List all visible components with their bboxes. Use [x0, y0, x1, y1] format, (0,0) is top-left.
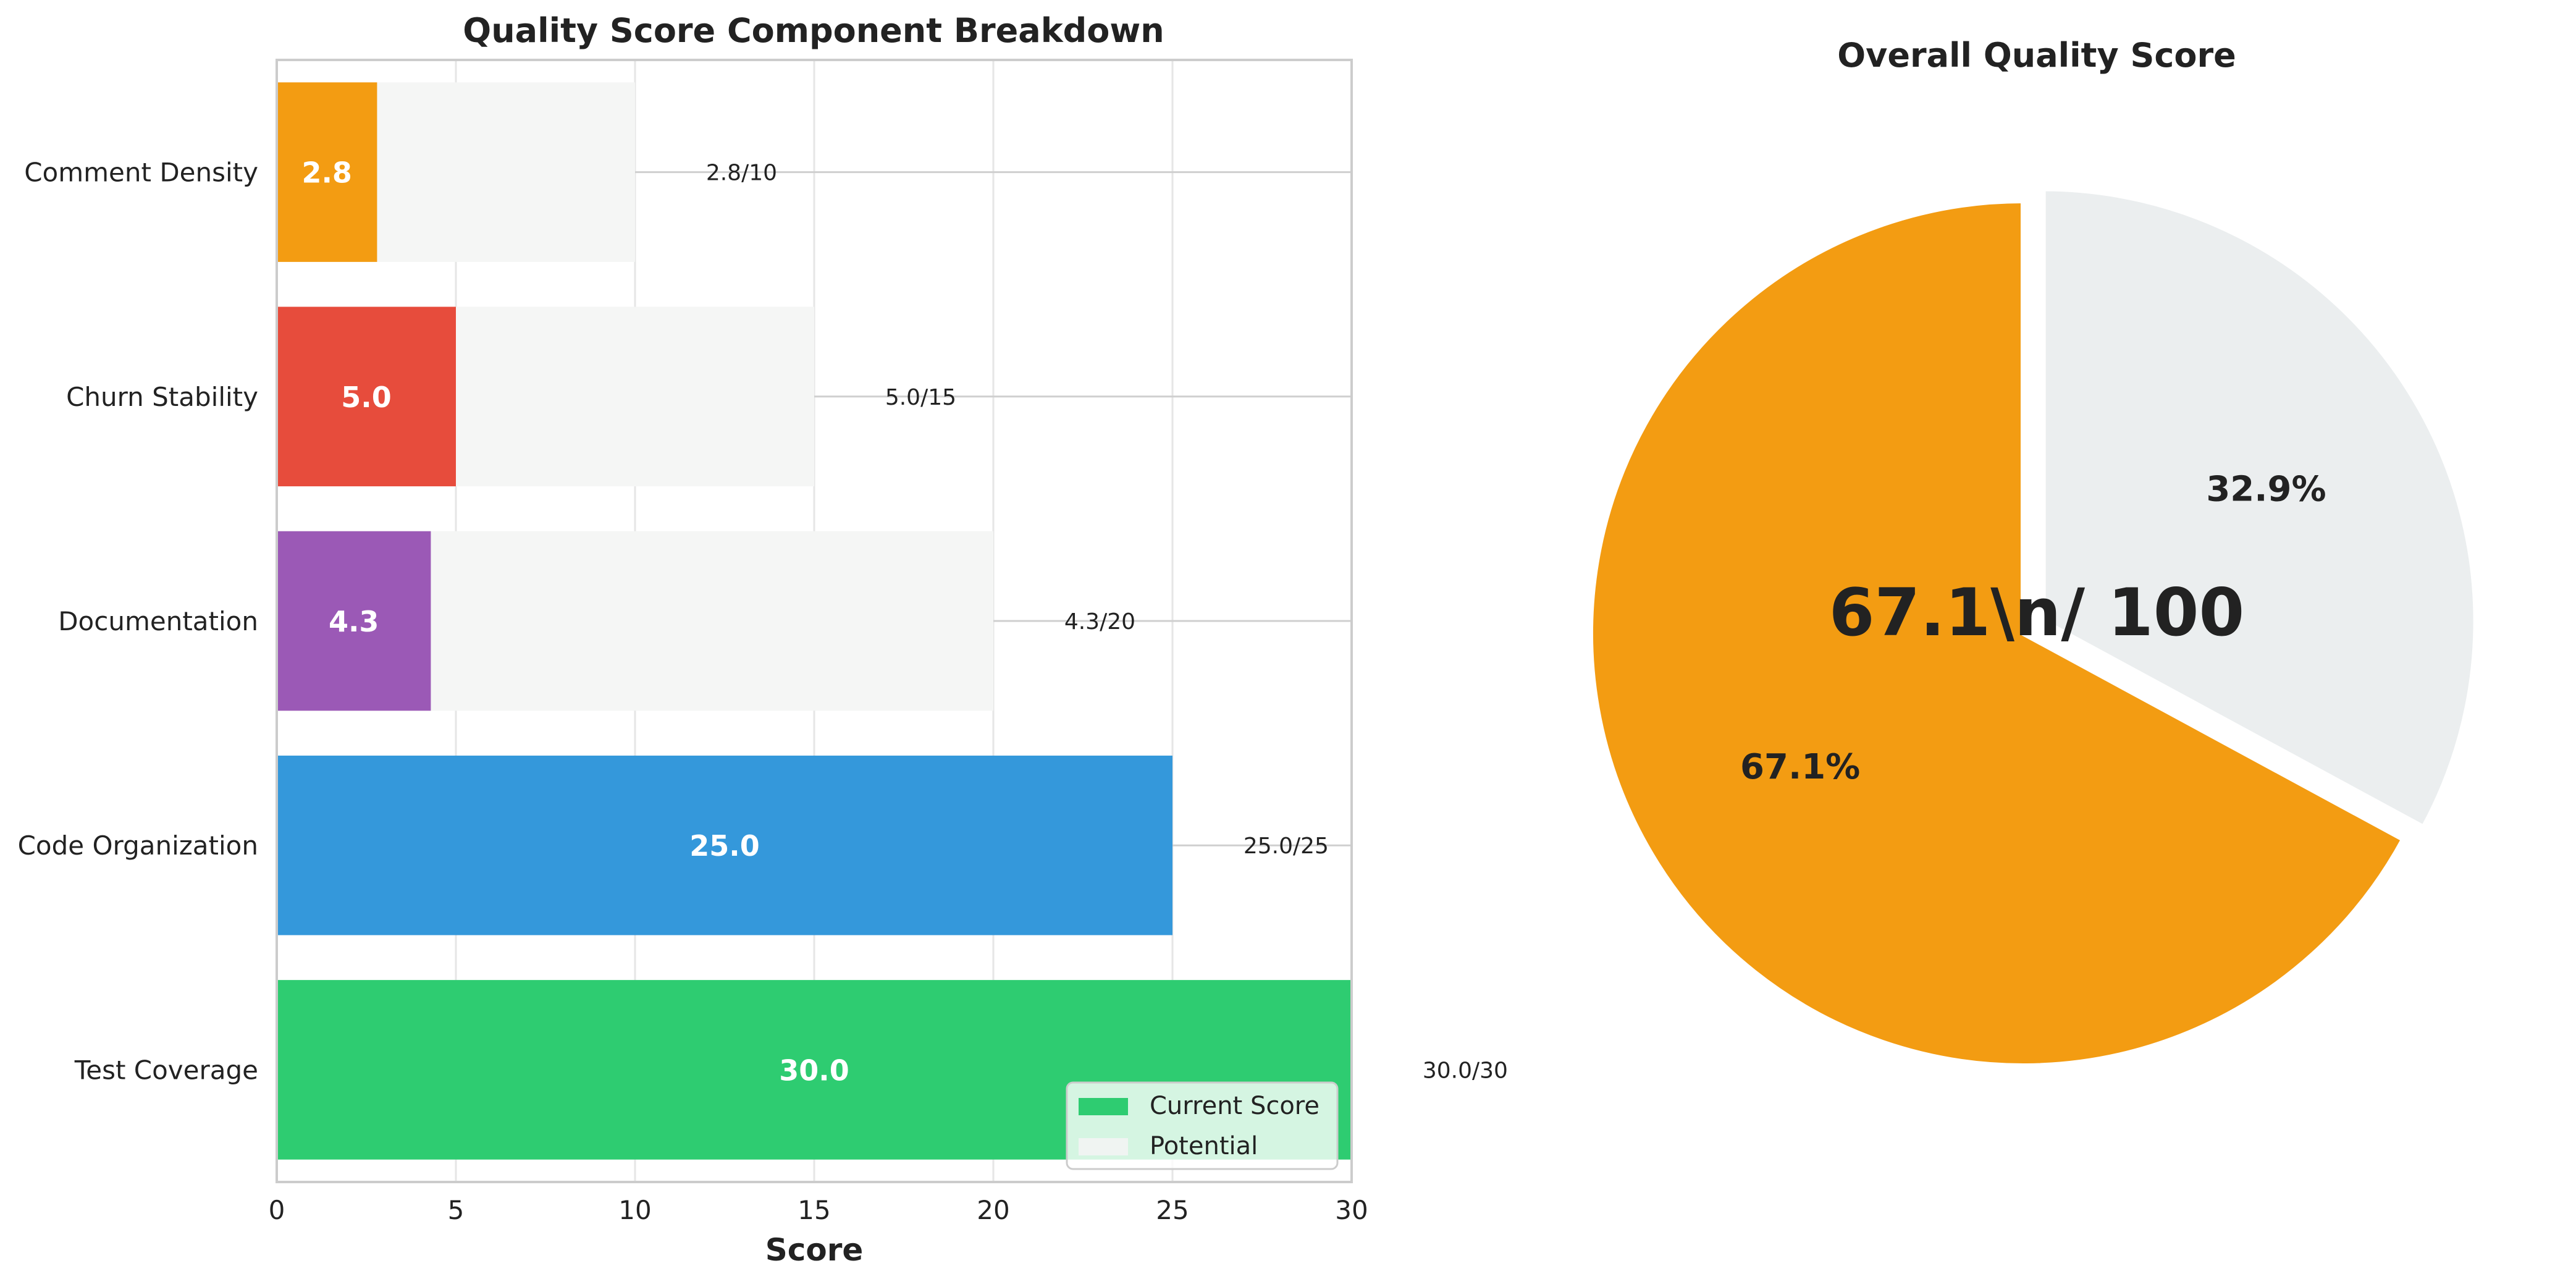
y-tick-label-test-coverage: Test Coverage: [74, 1055, 258, 1085]
pie-percent-labels: 67.1% 32.9%: [1740, 470, 2326, 787]
bar-chart: Quality Score Component Breakdown 2.8 5.0…: [18, 11, 1508, 1268]
x-tick-label: 25: [1156, 1195, 1189, 1225]
plot-frame: [276, 59, 1353, 1183]
y-tick-label-churn-stability: Churn Stability: [66, 382, 258, 412]
pie-chart-title: Overall Quality Score: [1837, 36, 2236, 75]
y-tick-label-comment-density: Comment Density: [24, 158, 258, 188]
current-bars: [277, 82, 1352, 1160]
pie-chart: Overall Quality Score 67.1% 32.9% 67.1\n/…: [1588, 36, 2478, 1068]
pie-percent-label-score: 67.1%: [1740, 747, 1860, 787]
x-axis-label: Score: [765, 1232, 864, 1268]
bar-value-label-churn-stability: 5.0: [341, 381, 392, 414]
x-tick-label: 5: [448, 1195, 465, 1225]
current-bar-churn-stability: [277, 306, 456, 487]
current-bar-code-organization: [277, 755, 1172, 935]
bar-chart-title: Quality Score Component Breakdown: [463, 11, 1164, 50]
x-tick-label: 20: [977, 1195, 1009, 1225]
bar-ratio-label-documentation: 4.3/20: [1064, 609, 1135, 635]
legend-frame: [1066, 1081, 1339, 1170]
bar-ratio-label-test-coverage: 30.0/30: [1423, 1058, 1508, 1083]
bar-ratio-label-churn-stability: 5.0/15: [885, 385, 956, 410]
bar-ratio-label-comment-density: 2.8/10: [706, 161, 777, 186]
pie-slice-remaining: [2040, 186, 2478, 831]
pie-percent-label-remaining: 32.9%: [2206, 470, 2326, 510]
bar-value-label-comment-density: 2.8: [301, 156, 352, 190]
bar-value-label-test-coverage: 30.0: [779, 1053, 849, 1087]
legend-label-potential: Potential: [1150, 1132, 1258, 1160]
y-tick-label-documentation: Documentation: [58, 606, 258, 636]
y-tick-label-code-organization: Code Organization: [18, 830, 258, 861]
pie-slices: [1588, 186, 2478, 1068]
current-bar-documentation: [277, 531, 431, 711]
x-axis-ticks: 0 5 10 15 20 25 30: [269, 1195, 1368, 1225]
bar-ratio-label-code-organization: 25.0/25: [1244, 834, 1329, 859]
y-axis-categories: Comment Density Churn Stability Documentat…: [18, 158, 258, 1086]
pie-center-score: 67.1\n/ 100: [1829, 575, 2245, 651]
legend-swatch-potential: [1079, 1138, 1128, 1155]
current-bar-comment-density: [277, 82, 377, 262]
x-tick-label: 30: [1335, 1195, 1368, 1225]
pie-slice-score: [1588, 198, 2407, 1068]
bar-value-label-documentation: 4.3: [329, 605, 379, 638]
legend-label-current-score: Current Score: [1150, 1092, 1320, 1120]
bar-value-labels: 2.8 5.0 4.3 25.0 30.0: [301, 156, 849, 1087]
legend: Current Score Potential: [1066, 1081, 1339, 1170]
bar-ratio-labels: 2.8/10 5.0/15 4.3/20 25.0/25 30.0/30: [706, 161, 1508, 1084]
x-tick-label: 0: [269, 1195, 285, 1225]
x-tick-label: 10: [618, 1195, 651, 1225]
x-tick-label: 15: [798, 1195, 830, 1225]
bar-value-label-code-organization: 25.0: [689, 829, 760, 863]
legend-swatch-current-score: [1079, 1098, 1128, 1115]
